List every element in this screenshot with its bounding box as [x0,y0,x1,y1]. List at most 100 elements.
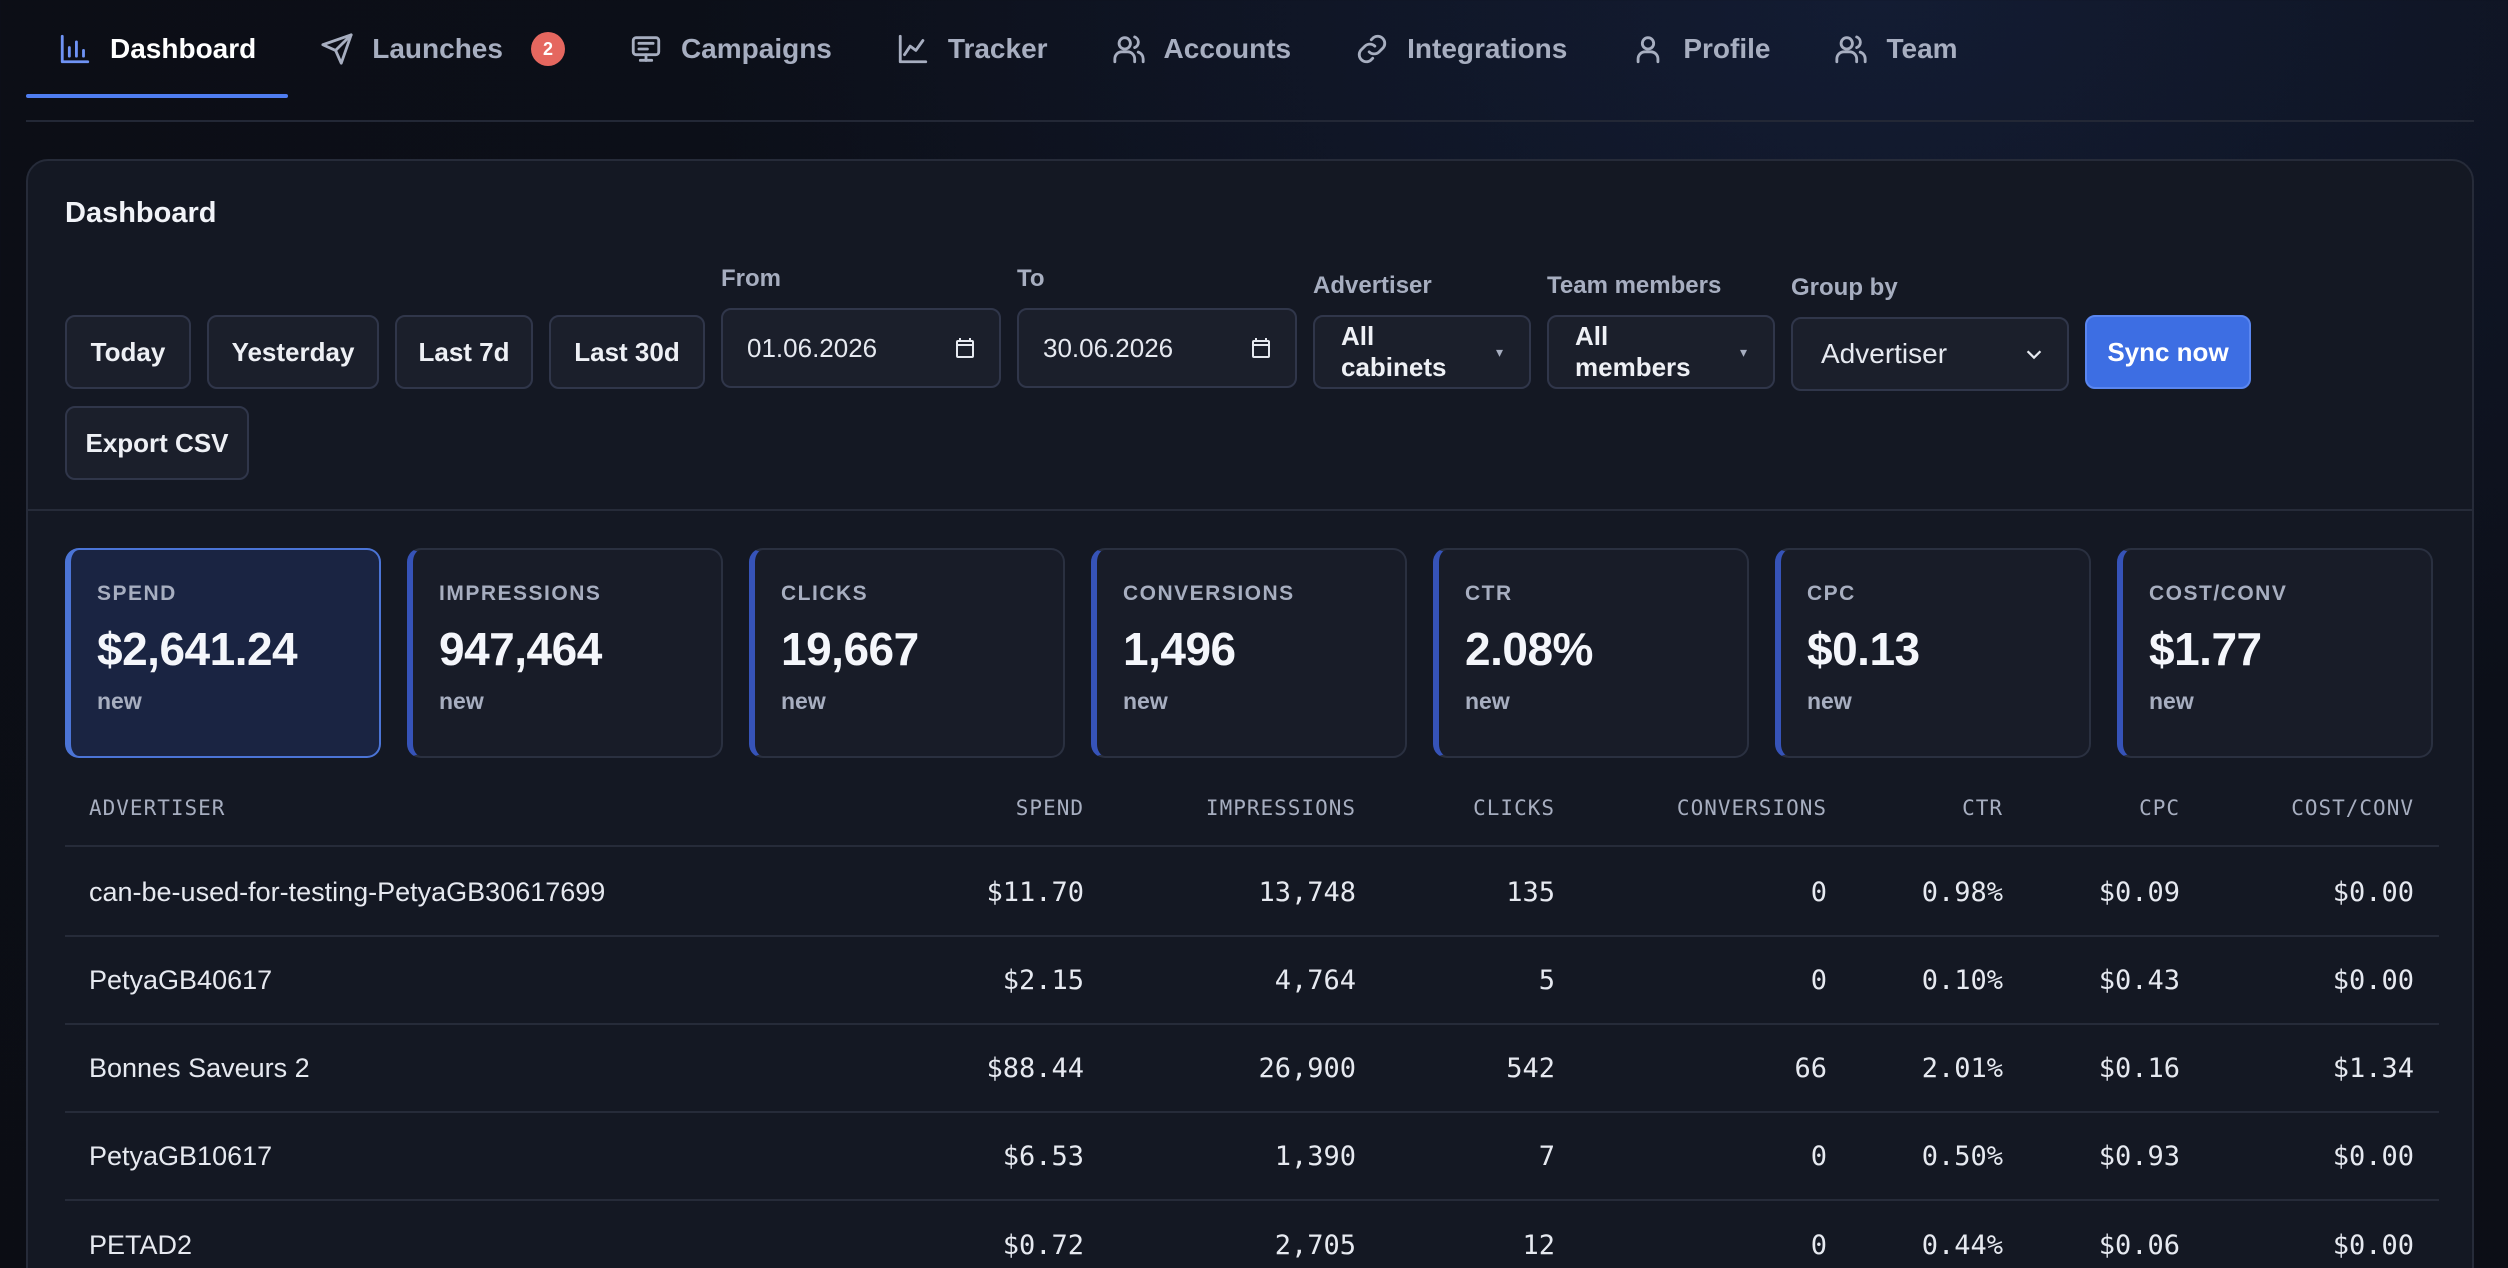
tab-tracker[interactable]: Tracker [864,0,1080,98]
advertiser-cell: PETAD2 [89,1229,193,1260]
line-chart-icon [898,34,928,64]
stat-label: CTR [1465,582,1513,605]
column-header-cpc[interactable]: CPC [2139,796,2180,820]
to-label: To [1017,265,1045,292]
divider [28,509,2472,511]
tab-label: Launches [372,33,503,64]
cost-conv-cell: $0.00 [2332,964,2414,996]
cpc-cell: $0.43 [2098,964,2180,996]
ctr-cell: 0.98% [1921,876,2003,908]
tab-profile[interactable]: Profile [1599,0,1802,98]
spend-cell: $11.70 [986,876,1084,908]
tab-label: Accounts [1163,33,1292,64]
tab-accounts[interactable]: Accounts [1080,0,1324,98]
stat-value: 19,667 [781,623,919,675]
cost-conv-cell: $1.34 [2332,1052,2414,1084]
yesterday-button[interactable]: Yesterday [207,315,379,389]
impressions-cell: 2,705 [1274,1229,1356,1261]
group-by-select[interactable]: Advertiser [1791,317,2069,391]
stat-card-spend[interactable]: SPEND $2,641.24 new [65,548,381,758]
column-header-advertiser[interactable]: ADVERTISER [89,796,226,820]
stat-value: 2.08% [1465,623,1593,675]
stat-label: CONVERSIONS [1123,582,1295,605]
page-title: Dashboard [65,197,217,229]
conversions-cell: 0 [1810,1140,1827,1172]
cpc-cell: $0.16 [2098,1052,2180,1084]
clicks-cell: 5 [1538,964,1555,996]
stat-card-clicks[interactable]: CLICKS 19,667 new [749,548,1065,758]
stat-sub: new [97,688,142,714]
team-members-dropdown[interactable]: All members ▾ [1547,315,1775,389]
send-icon [321,33,353,65]
to-date-input[interactable]: 30.06.2026 [1017,308,1297,388]
column-header-conversions[interactable]: CONVERSIONS [1676,796,1827,820]
stat-card-cost-conv[interactable]: COST/CONV $1.77 new [2117,548,2433,758]
tab-team[interactable]: Team [1802,0,1989,98]
spend-cell: $2.15 [1002,964,1084,996]
column-header-cost-conv[interactable]: COST/CONV [2291,796,2414,820]
group-by-value: Advertiser [1821,338,1948,369]
stat-card-ctr[interactable]: CTR 2.08% new [1433,548,1749,758]
to-date-value: 30.06.2026 [1043,332,1174,363]
export-csv-button[interactable]: Export CSV [65,406,249,480]
team-members-label: Team members [1547,272,1722,299]
stat-sub: new [1123,688,1168,714]
column-header-spend[interactable]: SPEND [1015,796,1084,820]
table-row[interactable]: PETAD2 $0.72 2,705 12 0 0.44% $0.06 $0.0… [65,1201,2439,1268]
column-header-impressions[interactable]: IMPRESSIONS [1205,796,1356,820]
from-label: From [721,265,781,292]
advertiser-cell: can-be-used-for-testing-PetyaGB30617699 [89,876,606,907]
clicks-cell: 12 [1522,1229,1555,1261]
users-icon [1112,35,1145,64]
stat-value: 1,496 [1123,623,1236,675]
stat-value: $0.13 [1807,623,1920,675]
stat-sub: new [781,688,826,714]
stat-value: 947,464 [439,623,602,675]
user-icon [1637,36,1660,64]
column-header-clicks[interactable]: CLICKS [1473,796,1555,820]
tab-label: Campaigns [680,33,832,64]
advertiser-cell: PetyaGB40617 [89,964,273,995]
tab-label: Tracker [947,33,1048,64]
today-button[interactable]: Today [65,315,191,389]
tab-integrations[interactable]: Integrations [1323,0,1599,98]
stat-sub: new [2149,688,2194,714]
stat-label: IMPRESSIONS [439,582,602,605]
stat-sub: new [1465,688,1510,714]
table-row[interactable]: Bonnes Saveurs 2 $88.44 26,900 542 66 2.… [65,1025,2439,1113]
tab-launches[interactable]: Launches 2 [288,0,597,98]
stat-sub: new [439,688,484,714]
calendar-icon[interactable] [1249,336,1273,360]
top-nav: Dashboard Launches 2 Campaigns Tracker A… [26,0,2474,122]
stat-card-conversions[interactable]: CONVERSIONS 1,496 new [1091,548,1407,758]
advertiser-dropdown[interactable]: All cabinets ▾ [1313,315,1531,389]
clicks-cell: 542 [1506,1052,1555,1084]
cost-conv-cell: $0.00 [2332,1229,2414,1261]
calendar-icon[interactable] [953,336,977,360]
last-30d-button[interactable]: Last 30d [549,315,705,389]
ctr-cell: 0.44% [1921,1229,2003,1261]
link-icon [1357,34,1387,64]
table-row[interactable]: PetyaGB10617 $6.53 1,390 7 0 0.50% $0.93… [65,1113,2439,1201]
table-row[interactable]: PetyaGB40617 $2.15 4,764 5 0 0.10% $0.43… [65,937,2439,1025]
cost-conv-cell: $0.00 [2332,1140,2414,1172]
tab-label: Team [1886,33,1958,64]
tab-dashboard[interactable]: Dashboard [26,0,289,98]
advertiser-cell: PetyaGB10617 [89,1140,273,1171]
chevron-down-icon [2023,343,2045,365]
ctr-cell: 0.50% [1921,1140,2003,1172]
cpc-cell: $0.06 [2098,1229,2180,1261]
column-header-ctr[interactable]: CTR [1962,796,2003,820]
last-7d-button[interactable]: Last 7d [395,315,533,389]
tab-campaigns[interactable]: Campaigns [597,0,864,98]
conversions-cell: 0 [1810,964,1827,996]
impressions-cell: 4,764 [1274,964,1356,996]
stat-card-cpc[interactable]: CPC $0.13 new [1775,548,2091,758]
sync-now-button[interactable]: Sync now [2085,315,2251,389]
stat-label: SPEND [97,582,177,605]
table-row[interactable]: can-be-used-for-testing-PetyaGB30617699 … [65,849,2439,937]
stat-card-impressions[interactable]: IMPRESSIONS 947,464 new [407,548,723,758]
from-date-input[interactable]: 01.06.2026 [721,308,1001,388]
cpc-cell: $0.09 [2098,876,2180,908]
caret-down-icon: ▾ [1495,343,1503,360]
